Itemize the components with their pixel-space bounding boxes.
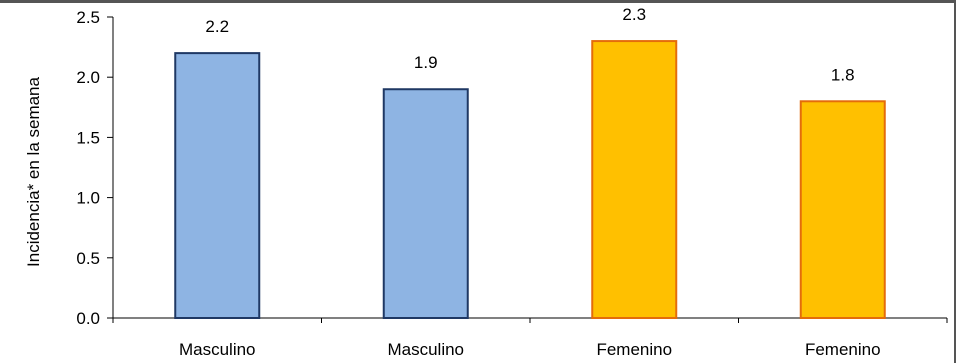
- y-tick-label: 1.5: [76, 128, 100, 147]
- data-label: 2.2: [205, 17, 229, 36]
- data-label: 1.9: [414, 53, 438, 72]
- bar: [382, 88, 469, 319]
- x-category-label: Masculino: [387, 340, 464, 359]
- bar: [591, 40, 678, 320]
- y-tick-label: 2.5: [76, 8, 100, 27]
- bar: [799, 100, 886, 319]
- x-category-label: Femenino: [596, 340, 672, 359]
- x-category-label: Masculino: [179, 340, 256, 359]
- bars: [174, 40, 886, 320]
- y-tick-label: 0.0: [76, 309, 100, 328]
- data-label: 2.3: [622, 5, 646, 24]
- y-tick-label: 2.0: [76, 68, 100, 87]
- data-label: 1.8: [831, 65, 855, 84]
- frame-right-border: [954, 0, 956, 363]
- labels: 2.2 Masculino 1.9 Masculino 2.3 Femenino 1.8 Fe…: [179, 5, 881, 359]
- x-category-label: Femenino: [805, 340, 881, 359]
- y-tick-label: 1.0: [76, 189, 100, 208]
- frame-top-border: [0, 0, 956, 3]
- y-tick-label: 0.5: [76, 249, 100, 268]
- bar: [174, 52, 261, 320]
- axes: 0.0 0.5 1.0 1.5 2.0 2.5: [76, 8, 948, 328]
- y-axis-label: Incidencia* en la semana: [24, 76, 43, 267]
